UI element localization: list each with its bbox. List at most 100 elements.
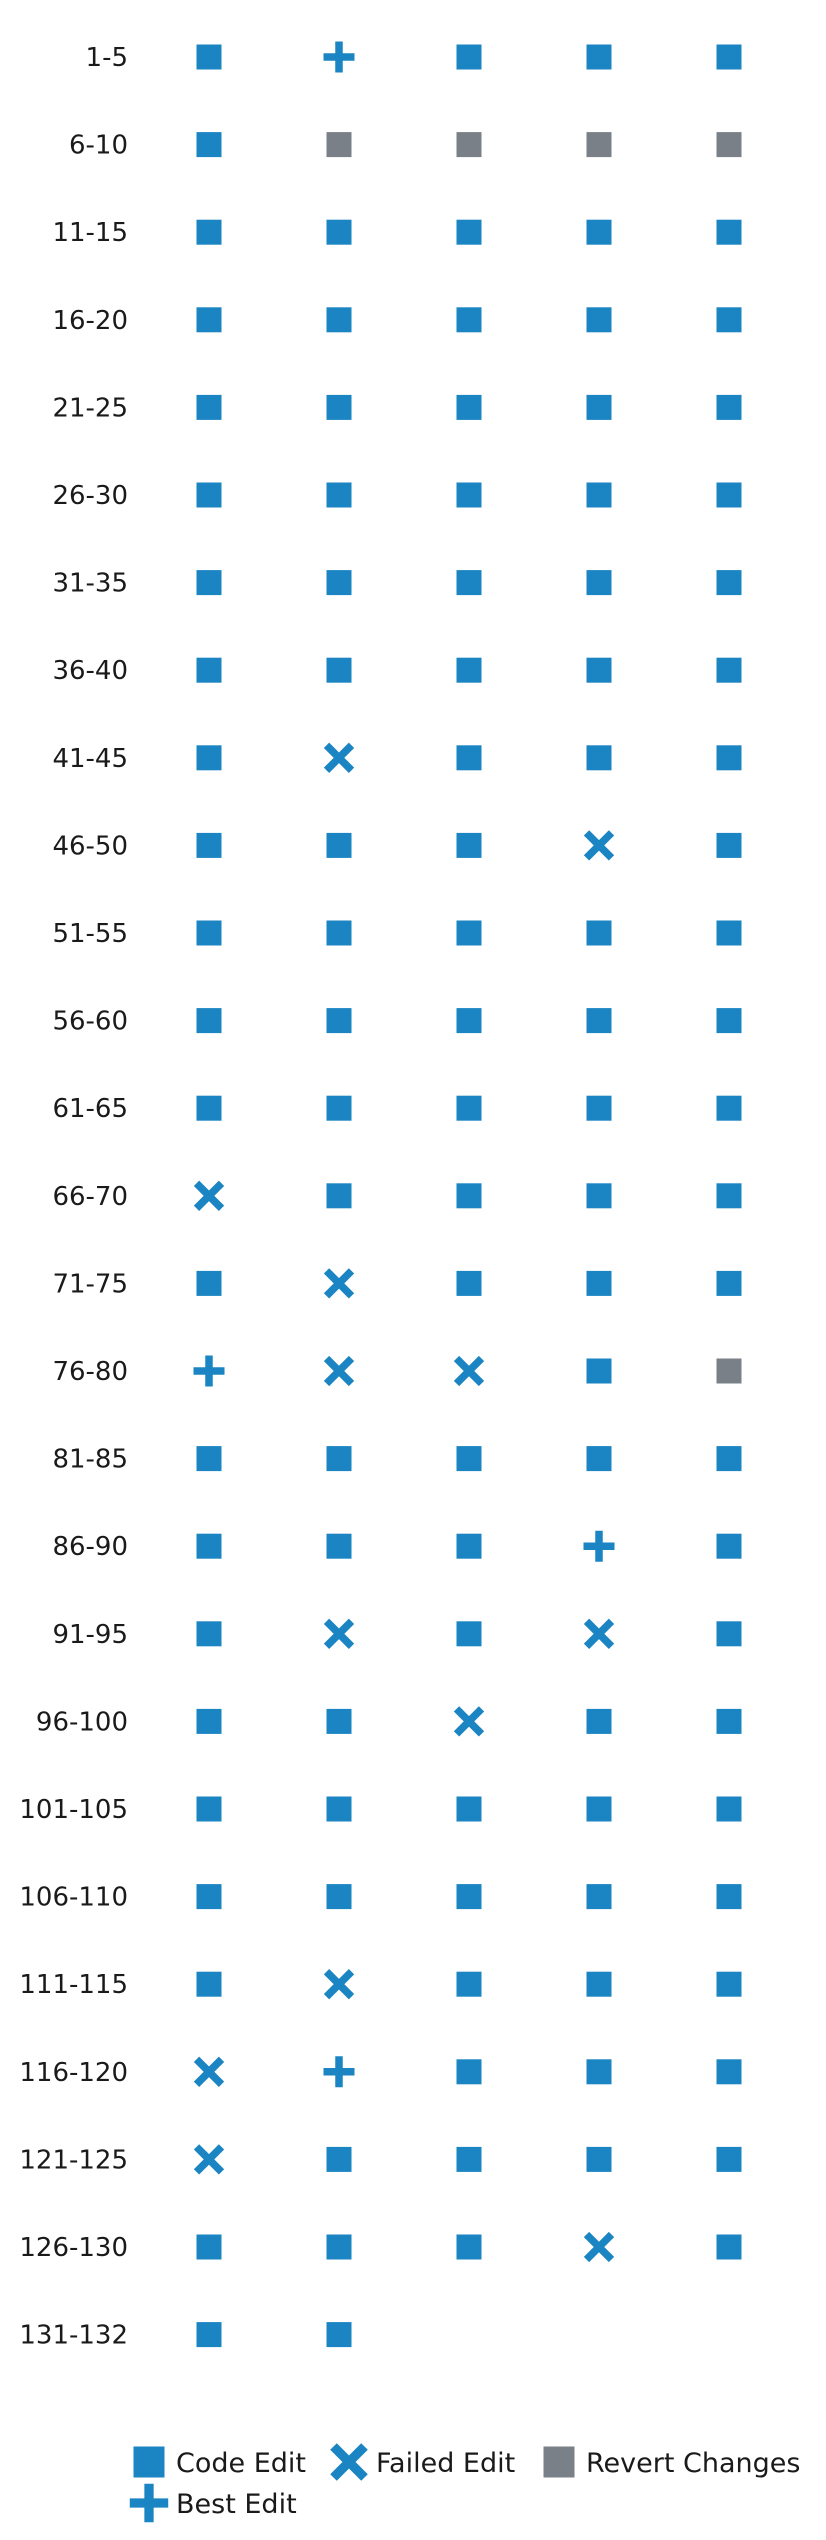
code-marker — [586, 1796, 612, 1822]
row-label: 91-95 — [52, 1620, 128, 1650]
code-marker — [456, 394, 482, 420]
code-marker — [716, 1971, 742, 1997]
code-marker — [456, 1796, 482, 1822]
code-marker — [456, 1008, 482, 1034]
code-marker — [326, 920, 352, 946]
code-marker — [326, 1008, 352, 1034]
legend-item-code: Code Edit — [133, 2446, 306, 2479]
code-marker — [326, 1796, 352, 1822]
row-label: 46-50 — [52, 831, 128, 861]
failed-marker — [583, 830, 615, 861]
code-marker — [326, 2322, 352, 2348]
row-label: 26-30 — [52, 481, 128, 511]
code-marker — [716, 832, 742, 858]
code-marker — [326, 570, 352, 596]
code-marker — [586, 570, 612, 596]
code-marker — [196, 832, 222, 858]
code-marker — [326, 1095, 352, 1121]
chart-row: 71-75 — [52, 1268, 742, 1299]
chart-rows: 1-5 6-10 11-15 16-20 21-25 26-30 31-35 36-40 41-… — [19, 41, 742, 2351]
legend-failed-marker — [330, 2443, 368, 2481]
chart-row: 66-70 — [52, 1180, 742, 1212]
failed-marker — [453, 1706, 485, 1737]
code-marker — [586, 920, 612, 946]
code-marker — [326, 2146, 352, 2172]
code-marker — [586, 307, 612, 333]
row-label: 21-25 — [52, 393, 128, 423]
code-marker — [196, 44, 222, 70]
revert-marker — [326, 132, 352, 158]
code-marker — [196, 1621, 222, 1647]
code-marker — [586, 1358, 612, 1384]
code-marker — [716, 1533, 742, 1559]
code-marker — [196, 1095, 222, 1121]
failed-marker — [323, 1268, 355, 1299]
code-marker — [716, 1446, 742, 1472]
legend-code-marker — [133, 2446, 165, 2478]
code-marker — [456, 1621, 482, 1647]
code-marker — [456, 1183, 482, 1209]
row-label: 106-110 — [19, 1883, 128, 1913]
code-marker — [196, 2322, 222, 2348]
code-marker — [456, 2059, 482, 2085]
revert-marker — [716, 1358, 742, 1384]
code-marker — [456, 1270, 482, 1296]
legend-label: Code Edit — [176, 2448, 306, 2479]
code-marker — [456, 307, 482, 333]
code-marker — [456, 1533, 482, 1559]
legend-item-revert: Revert Changes — [543, 2446, 800, 2479]
code-marker — [716, 1708, 742, 1734]
chart-row: 41-45 — [52, 742, 742, 774]
code-marker — [196, 1008, 222, 1034]
code-marker — [586, 1183, 612, 1209]
code-marker — [196, 1270, 222, 1296]
code-marker — [456, 2146, 482, 2172]
row-label: 51-55 — [52, 919, 128, 949]
code-marker — [716, 1884, 742, 1910]
code-marker — [586, 1270, 612, 1296]
code-marker — [716, 570, 742, 596]
code-marker — [716, 2234, 742, 2260]
best-marker — [323, 2056, 355, 2088]
code-marker — [716, 657, 742, 683]
best-marker — [583, 1530, 615, 1562]
code-marker — [326, 394, 352, 420]
row-label: 6-10 — [69, 131, 128, 161]
chart-row: 121-125 — [19, 2144, 742, 2175]
chart-row: 31-35 — [52, 569, 742, 599]
failed-marker — [583, 2231, 615, 2263]
code-marker — [586, 1446, 612, 1472]
legend-best-marker — [129, 2483, 169, 2523]
code-marker — [196, 1971, 222, 1997]
failed-marker — [323, 1969, 355, 2000]
code-marker — [326, 307, 352, 333]
legend-revert-marker — [543, 2446, 575, 2478]
code-marker — [456, 745, 482, 771]
code-marker — [456, 657, 482, 683]
failed-marker — [193, 2144, 225, 2175]
code-marker — [716, 1796, 742, 1822]
row-label: 101-105 — [19, 1795, 128, 1825]
code-marker — [326, 1446, 352, 1472]
chart-row: 106-110 — [19, 1883, 742, 1913]
chart-row: 126-130 — [19, 2231, 742, 2263]
code-marker — [716, 1621, 742, 1647]
code-marker — [456, 570, 482, 596]
code-marker — [456, 1095, 482, 1121]
code-marker — [196, 2234, 222, 2260]
code-marker — [716, 1183, 742, 1209]
code-marker — [456, 482, 482, 508]
code-marker — [586, 1095, 612, 1121]
chart-row: 101-105 — [19, 1795, 742, 1825]
code-marker — [326, 832, 352, 858]
row-label: 56-60 — [52, 1007, 128, 1037]
chart-row: 116-120 — [19, 2056, 742, 2088]
code-marker — [586, 2146, 612, 2172]
code-marker — [716, 482, 742, 508]
chart-row: 6-10 — [69, 131, 742, 161]
code-marker — [586, 44, 612, 70]
chart-row: 56-60 — [52, 1007, 742, 1037]
chart-row: 26-30 — [52, 481, 742, 511]
chart-row: 131-132 — [19, 2321, 352, 2351]
